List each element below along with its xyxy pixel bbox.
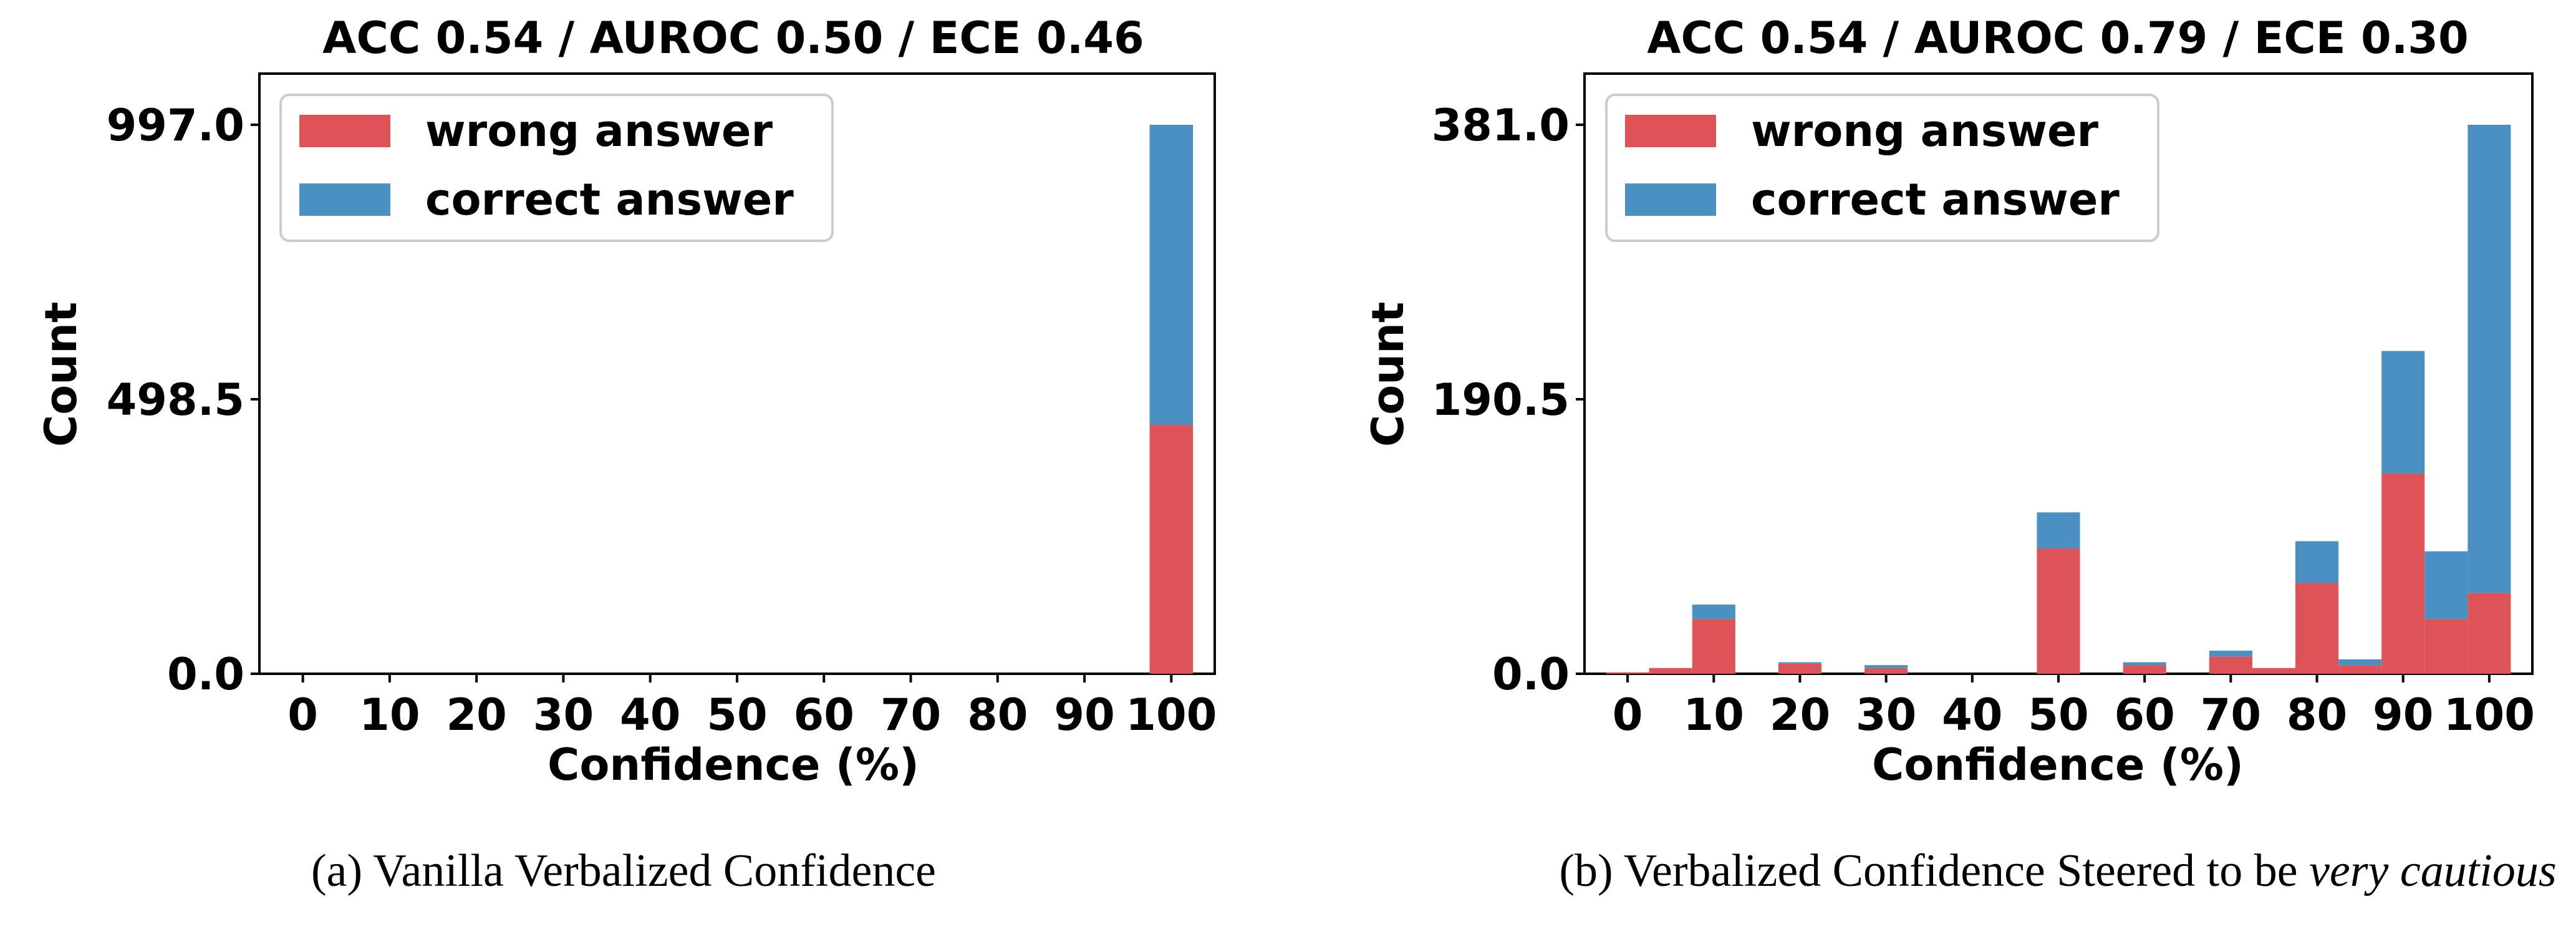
- x-tick-label: 90: [2373, 689, 2433, 741]
- y-tick-label: 381.0: [1432, 100, 1570, 151]
- y-tick-label: 0.0: [167, 649, 244, 700]
- bar-correct-70: [2209, 651, 2252, 657]
- legend-frame: [279, 94, 834, 242]
- chart-title: ACC 0.54 / AUROC 0.50 / ECE 0.46: [322, 12, 1144, 64]
- bar-wrong-20: [1778, 663, 1821, 674]
- y-tick-label: 997.0: [107, 100, 244, 151]
- chart-panel-a: ACC 0.54 / AUROC 0.50 / ECE 0.46 0.0 498.…: [36, 12, 1217, 896]
- x-tick-label: 80: [967, 689, 1028, 741]
- bar-correct-85: [2338, 659, 2382, 666]
- bar-correct-90: [2381, 351, 2425, 474]
- bar-correct-100: [2467, 125, 2511, 593]
- bar-correct-10: [1692, 605, 1735, 619]
- bar-correct-60: [2123, 662, 2166, 666]
- y-tick-label: 190.5: [1432, 374, 1570, 425]
- x-tick-label: 50: [707, 689, 767, 741]
- bar-wrong-100: [2467, 593, 2511, 674]
- x-tick-label: 40: [1942, 689, 2002, 741]
- legend: wrong answer correct answer: [279, 94, 834, 242]
- bar-correct-80: [2295, 541, 2339, 583]
- x-tick-label: 10: [1684, 689, 1744, 741]
- legend-swatch-correct: [299, 183, 390, 216]
- x-tick-label: 90: [1054, 689, 1114, 741]
- x-ticks: 0 10 20 30 40 50 60 70 80 90 100: [1613, 674, 2535, 741]
- bar-correct-50: [2037, 512, 2080, 549]
- y-axis-label: Count: [36, 302, 87, 447]
- x-tick-label: 70: [880, 689, 941, 741]
- x-tick-label: 20: [1770, 689, 1830, 741]
- bars-group: [1606, 125, 2511, 674]
- legend-swatch-correct: [1625, 183, 1716, 216]
- bar-correct-30: [1864, 665, 1908, 668]
- caption: (a) Vanilla Verbalized Confidence: [311, 845, 936, 896]
- chart-title: ACC 0.54 / AUROC 0.79 / ECE 0.30: [1647, 12, 2468, 64]
- x-tick-label: 60: [794, 689, 854, 741]
- x-tick-label: 100: [2444, 689, 2535, 741]
- caption: (b) Verbalized Confidence Steered to be …: [1559, 845, 2556, 896]
- x-tick-label: 10: [359, 689, 420, 741]
- y-axis-label: Count: [1363, 302, 1414, 447]
- bar-correct-95: [2424, 551, 2468, 619]
- x-tick-label: 80: [2287, 689, 2347, 741]
- bars-group: [1149, 125, 1194, 674]
- y-ticks: 0.0 498.5 997.0: [107, 100, 259, 700]
- x-tick-label: 0: [1613, 689, 1643, 741]
- legend-swatch-wrong: [299, 115, 390, 147]
- bar-wrong-10: [1692, 619, 1735, 674]
- bar-wrong-60: [2123, 665, 2166, 674]
- legend-label-wrong: wrong answer: [425, 105, 773, 157]
- bar-wrong-80: [2295, 583, 2339, 674]
- bar-wrong-50: [2037, 548, 2080, 674]
- bar-wrong-5: [1649, 668, 1692, 674]
- x-tick-label: 30: [1856, 689, 1916, 741]
- y-ticks: 0.0 190.5 381.0: [1432, 100, 1585, 700]
- bar-wrong-75: [2252, 668, 2295, 674]
- bar-correct-20: [1778, 662, 1821, 664]
- x-tick-label: 30: [533, 689, 594, 741]
- bar-wrong-0: [1606, 672, 1649, 674]
- x-ticks: 0 10 20 30 40 50 60 70 80 90 100: [287, 674, 1217, 741]
- bar-wrong-95: [2424, 619, 2468, 674]
- x-tick-label: 100: [1126, 689, 1217, 741]
- x-axis-label: Confidence (%): [548, 739, 919, 790]
- y-tick-label: 498.5: [107, 374, 244, 425]
- legend-frame: [1605, 94, 2159, 242]
- x-tick-label: 20: [446, 689, 506, 741]
- y-tick-label: 0.0: [1492, 649, 1570, 700]
- bar-wrong-90: [2381, 473, 2425, 674]
- bar-correct-100: [1149, 125, 1194, 425]
- legend: wrong answer correct answer: [1605, 94, 2159, 242]
- x-tick-label: 0: [287, 689, 318, 741]
- legend-label-wrong: wrong answer: [1751, 105, 2098, 157]
- x-tick-label: 70: [2201, 689, 2261, 741]
- chart-panel-b: ACC 0.54 / AUROC 0.79 / ECE 0.30 0.0 190.…: [1363, 12, 2557, 896]
- legend-label-correct: correct answer: [425, 174, 794, 225]
- bar-wrong-70: [2209, 656, 2252, 674]
- bar-wrong-85: [2338, 665, 2382, 674]
- legend-label-correct: correct answer: [1751, 174, 2120, 225]
- legend-swatch-wrong: [1625, 115, 1716, 147]
- x-tick-label: 60: [2114, 689, 2174, 741]
- bar-wrong-30: [1864, 668, 1908, 674]
- x-tick-label: 40: [620, 689, 680, 741]
- bar-wrong-100: [1149, 425, 1194, 674]
- x-tick-label: 50: [2028, 689, 2088, 741]
- x-axis-label: Confidence (%): [1872, 739, 2244, 790]
